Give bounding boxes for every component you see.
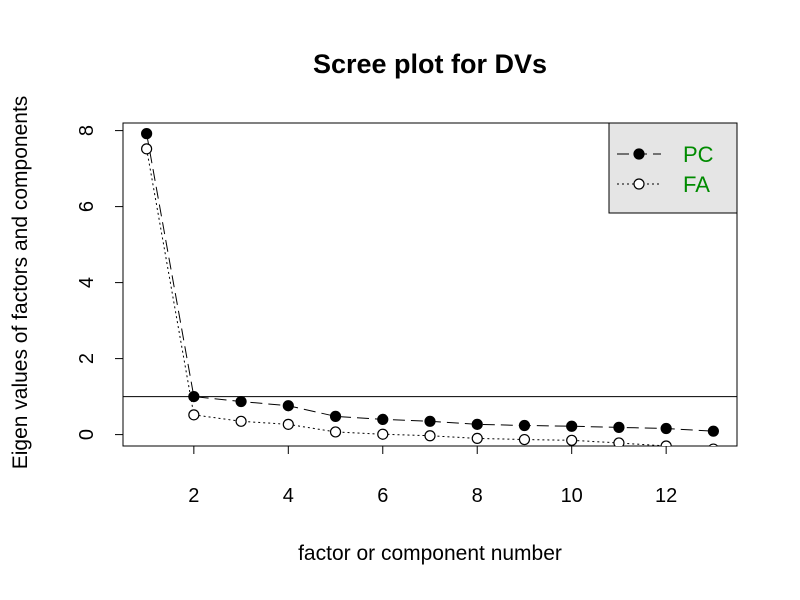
series-pc-point [660,422,672,435]
series-fa [141,143,719,446]
legend-swatch-marker [633,148,645,160]
legend: PC FA [608,122,738,214]
series-pc [141,128,719,437]
x-axis-title: factor or component number [298,542,562,565]
series-fa-point [518,433,531,446]
series-fa-point [613,437,625,446]
legend-items: PC FA [617,142,714,197]
legend-swatch-marker [633,178,645,190]
series-fa-point [660,440,672,446]
series-pc-point [471,418,483,430]
legend-label: FA [683,172,710,197]
series-pc-point [566,420,578,432]
chart-title: Scree plot for DVs [313,49,547,79]
series-pc-point [141,128,153,140]
series-fa-point [282,418,294,430]
y-axis-title: Eigen values of factors and components [9,96,32,470]
series-pc-point [707,425,719,437]
x-tick-label: 6 [377,485,388,507]
series-pc-point [377,413,389,425]
series-pc-point [282,400,294,412]
series-pc-point [518,419,531,432]
y-tick-label: 8 [76,125,98,136]
series-pc-point [188,391,200,403]
series-fa-point [708,443,719,446]
x-tick-label: 2 [188,485,199,507]
series-fa-point [566,434,578,446]
legend-item-fa: FA [617,172,710,197]
series-fa-point [235,415,247,427]
x-tick-label: 10 [561,485,583,507]
series-pc-point [329,410,342,422]
x-tick-label: 8 [472,485,483,507]
y-tick-label: 4 [76,277,98,288]
legend-label: PC [683,142,714,167]
series-fa-point [377,428,389,440]
legend-item-pc: PC [617,142,714,167]
y-axis: 0 2 4 6 8 [76,125,124,440]
x-tick-label: 4 [283,485,294,507]
series-fa-point [424,430,436,442]
series-pc-point [613,421,625,433]
series-fa-point [329,426,342,438]
series-layer [141,128,719,446]
y-tick-label: 2 [76,353,98,364]
y-tick-label: 6 [76,201,98,212]
series-pc-point [424,415,436,427]
series-pc-point [235,395,247,408]
series-fa-point [471,432,483,444]
y-tick-label: 0 [76,429,98,440]
legend-box [608,122,738,214]
series-fa-point [188,409,200,421]
series-fa-point [141,143,153,155]
x-tick-label: 12 [655,485,677,507]
x-axis: 2 4 6 8 10 12 [188,445,677,507]
